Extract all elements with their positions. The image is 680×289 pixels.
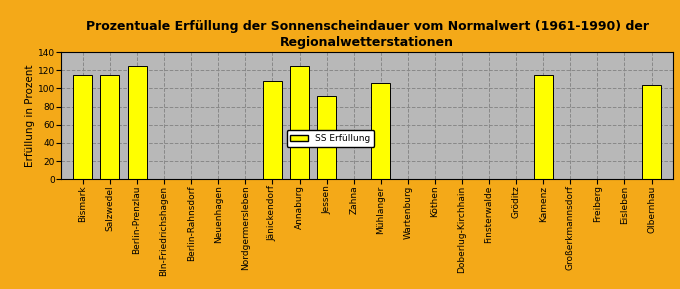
Bar [290, 66, 309, 179]
Bar [534, 75, 553, 179]
Y-axis label: Erfüllung in Prozent: Erfüllung in Prozent [25, 64, 35, 167]
Legend: SS Erfüllung: SS Erfüllung [286, 130, 375, 147]
Bar [642, 85, 661, 179]
Title: Prozentuale Erfüllung der Sonnenscheindauer vom Normalwert (1961-1990) der
Regio: Prozentuale Erfüllung der Sonnenscheinda… [86, 21, 649, 49]
Bar [317, 96, 336, 179]
Bar [371, 83, 390, 179]
Bar [128, 66, 146, 179]
Bar [73, 75, 92, 179]
Bar [263, 81, 282, 179]
Bar [101, 75, 120, 179]
